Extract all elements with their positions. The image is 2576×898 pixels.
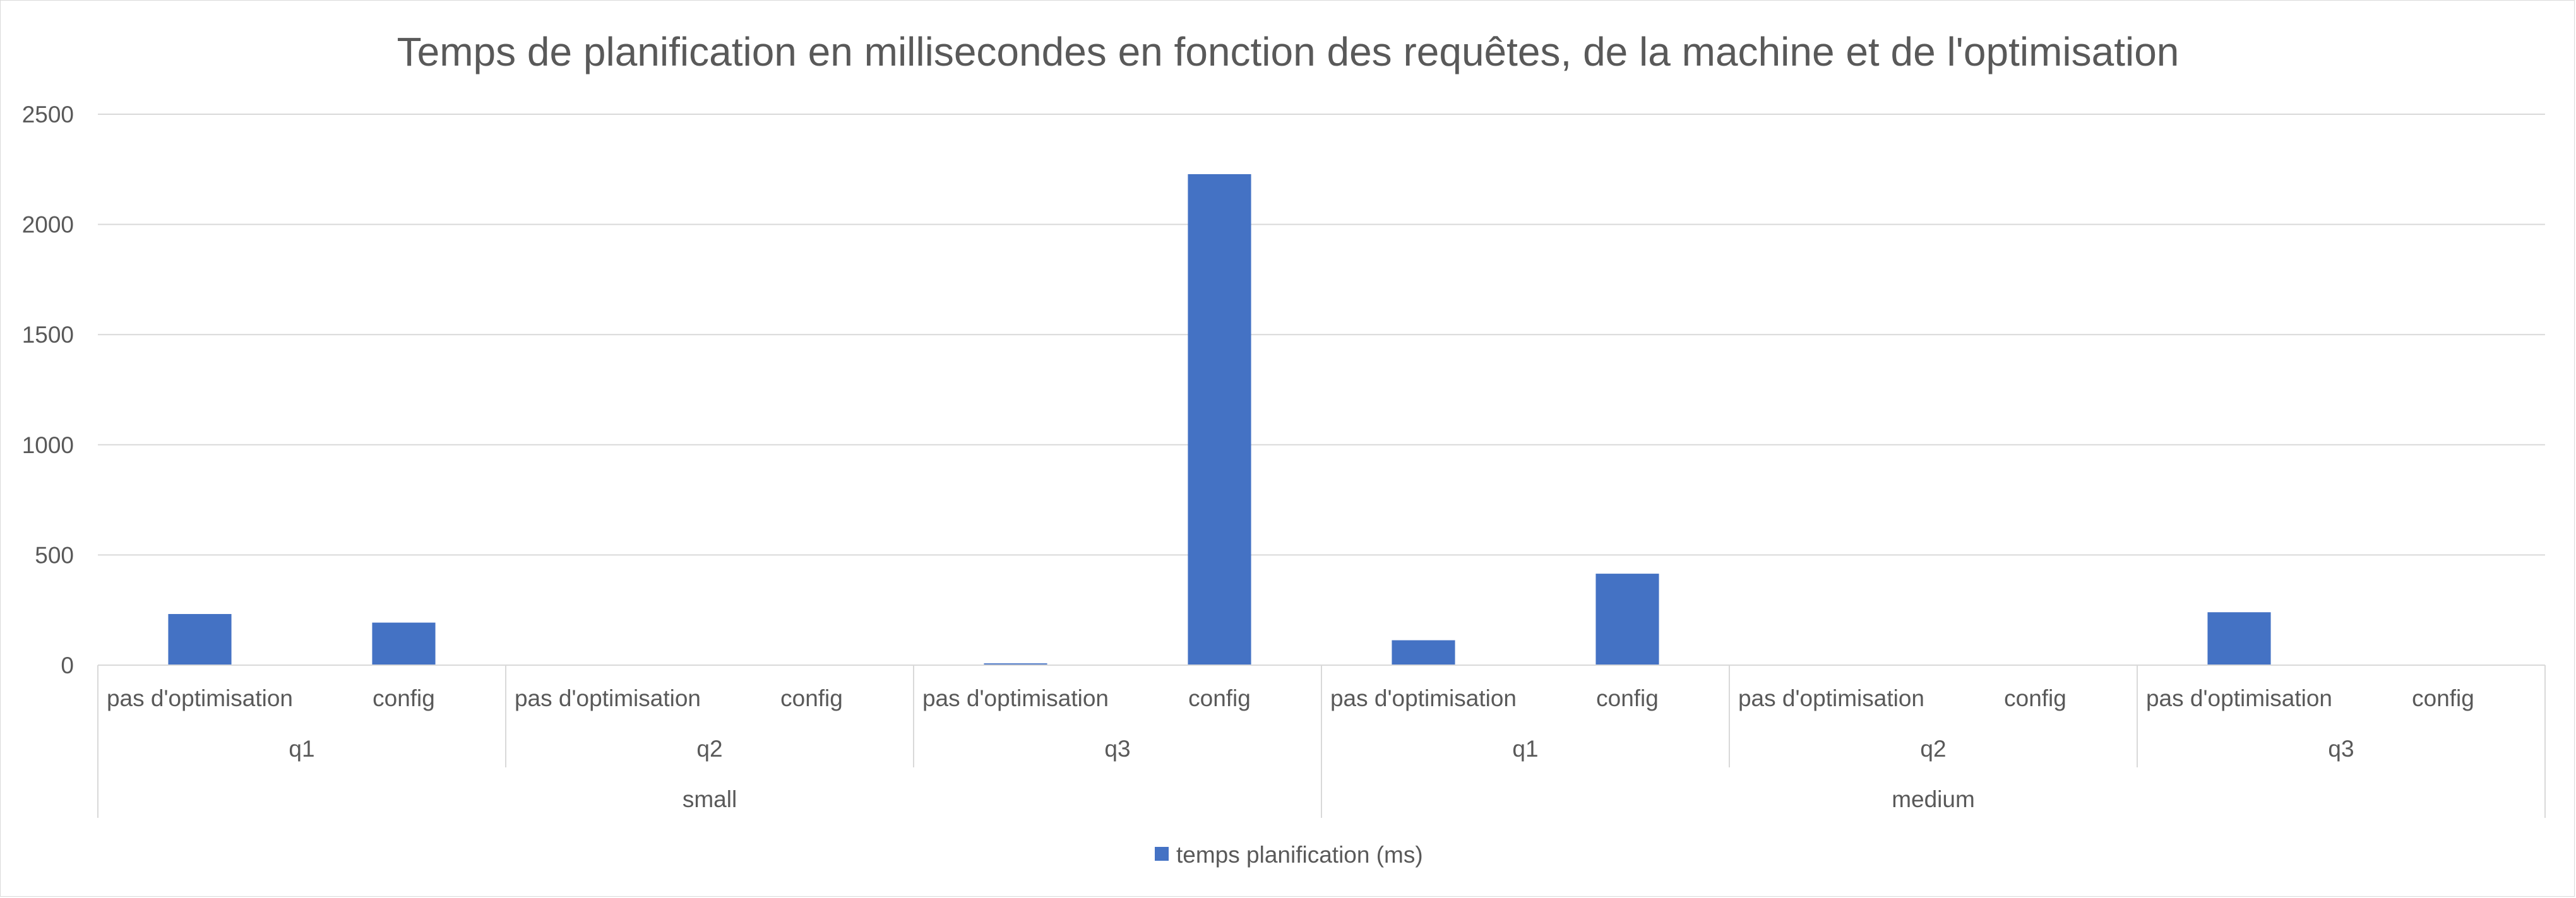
- legend-swatch-temps-planification: [1155, 847, 1169, 861]
- y-tick-label: 0: [61, 653, 74, 678]
- bars: [168, 174, 2271, 665]
- bar: [2207, 612, 2271, 665]
- y-tick-label: 500: [35, 542, 74, 568]
- x-machine-label: small: [683, 786, 737, 812]
- x-machine-label: medium: [1892, 786, 1975, 812]
- y-tick-label: 1000: [22, 432, 74, 458]
- x-category-label: pas d'optimisation: [1330, 685, 1517, 711]
- x-query-label: q1: [289, 736, 314, 762]
- legend-label: temps planification (ms): [1176, 842, 1423, 868]
- x-category-label: pas d'optimisation: [107, 685, 293, 711]
- bar: [1392, 640, 1455, 665]
- y-tick-label: 2500: [22, 102, 74, 127]
- y-tick-label: 1500: [22, 322, 74, 348]
- y-axis-ticks: 0 500 1000 1500 2000 2500: [22, 102, 74, 678]
- x-query-label: q1: [1512, 736, 1538, 762]
- bar: [1188, 174, 1251, 665]
- x-query-label: q3: [2328, 736, 2354, 762]
- x-category-label: config: [780, 685, 843, 711]
- x-axis: pas d'optimisation config pas d'optimisati…: [97, 665, 2546, 818]
- bar: [984, 663, 1047, 665]
- x-category-label: config: [373, 685, 435, 711]
- chart-title: Temps de planification en millisecondes …: [397, 29, 2179, 74]
- x-category-label: pas d'optimisation: [922, 685, 1109, 711]
- x-category-label: config: [2412, 685, 2474, 711]
- y-tick-label: 2000: [22, 212, 74, 238]
- x-query-label: q2: [1920, 736, 1946, 762]
- bar: [372, 622, 436, 665]
- x-category-label: config: [2004, 685, 2066, 711]
- x-query-label: q3: [1104, 736, 1130, 762]
- x-query-label: q2: [696, 736, 722, 762]
- x-category-label: pas d'optimisation: [2146, 685, 2332, 711]
- x-category-label: config: [1188, 685, 1251, 711]
- gridlines: [98, 114, 2545, 556]
- x-category-label: pas d'optimisation: [515, 685, 701, 711]
- x-category-label: config: [1596, 685, 1659, 711]
- legend: temps planification (ms): [1155, 842, 1423, 868]
- bar: [168, 613, 232, 665]
- bar: [1595, 574, 1659, 665]
- x-category-label: pas d'optimisation: [1738, 685, 1924, 711]
